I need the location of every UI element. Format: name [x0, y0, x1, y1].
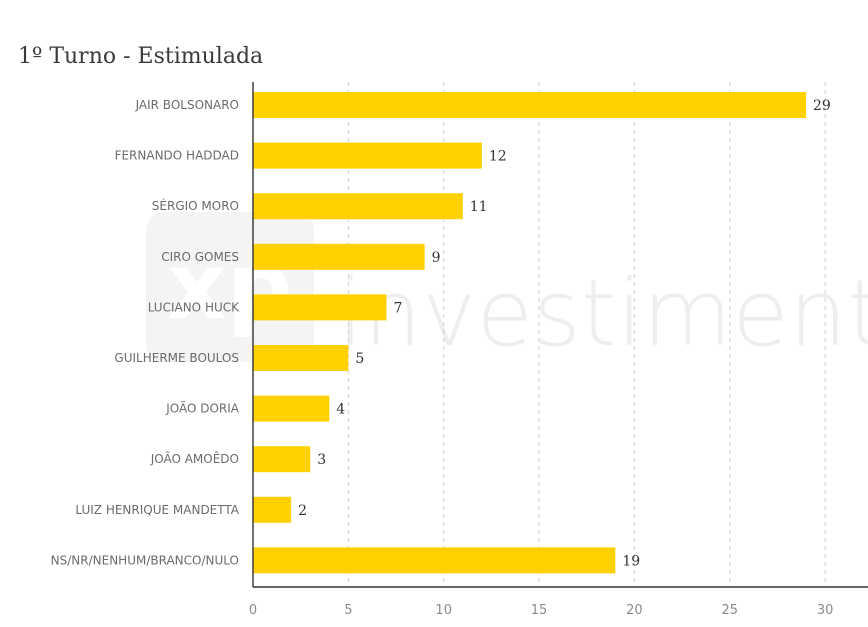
x-tick-label: 10: [435, 603, 452, 618]
category-label: LUIZ HENRIQUE MANDETTA: [75, 503, 239, 517]
category-label: JAIR BOLSONARO: [135, 98, 239, 112]
category-label: LUCIANO HUCK: [148, 300, 240, 314]
data-label: 29: [813, 98, 831, 114]
bar: [253, 395, 330, 422]
data-label: 11: [470, 199, 488, 215]
x-tick-label: 25: [721, 603, 738, 618]
category-label: FERNANDO HADDAD: [115, 149, 239, 163]
category-label: SÉRGIO MORO: [152, 198, 239, 213]
bar: [253, 496, 292, 523]
x-axis-ticks: 0 5 10 15 20 25 30: [249, 603, 834, 618]
value-labels: 29 12 11 9 7 5 4 3 2 19: [298, 98, 831, 569]
bar: [253, 294, 387, 321]
data-label: 19: [622, 553, 640, 569]
bar: [253, 92, 807, 118]
data-label: 2: [298, 503, 307, 519]
x-tick-label: 30: [817, 603, 834, 618]
bars: [253, 92, 807, 574]
data-label: 7: [393, 300, 402, 316]
category-label: GUILHERME BOULOS: [114, 351, 239, 365]
category-label: JOÃO AMOÊDO: [150, 451, 239, 466]
x-tick-label: 5: [344, 603, 352, 618]
watermark-text: investimentos: [338, 260, 868, 367]
data-label: 12: [489, 149, 507, 165]
data-label: 5: [355, 351, 364, 367]
x-tick-label: 15: [531, 603, 548, 618]
x-tick-label: 20: [626, 603, 643, 618]
bar: [253, 142, 482, 169]
bar: [253, 193, 463, 220]
chart-title: 1º Turno - Estimulada: [18, 44, 263, 69]
category-label: NS/NR/NENHUM/BRANCO/NULO: [51, 553, 239, 567]
category-label: JOÃO DORIA: [165, 401, 240, 416]
category-label: CIRO GOMES: [161, 250, 239, 264]
bar: [253, 345, 349, 371]
bar: [253, 243, 425, 270]
category-labels: JAIR BOLSONARO FERNANDO HADDAD SÉRGIO MORO…: [51, 98, 240, 567]
bar: [253, 547, 616, 574]
x-tick-label: 0: [249, 603, 257, 618]
data-label: 9: [432, 250, 441, 266]
bar: [253, 446, 311, 473]
data-label: 4: [336, 402, 345, 418]
watermark-logo: xp investimentos: [146, 212, 868, 367]
data-label: 3: [317, 452, 326, 468]
